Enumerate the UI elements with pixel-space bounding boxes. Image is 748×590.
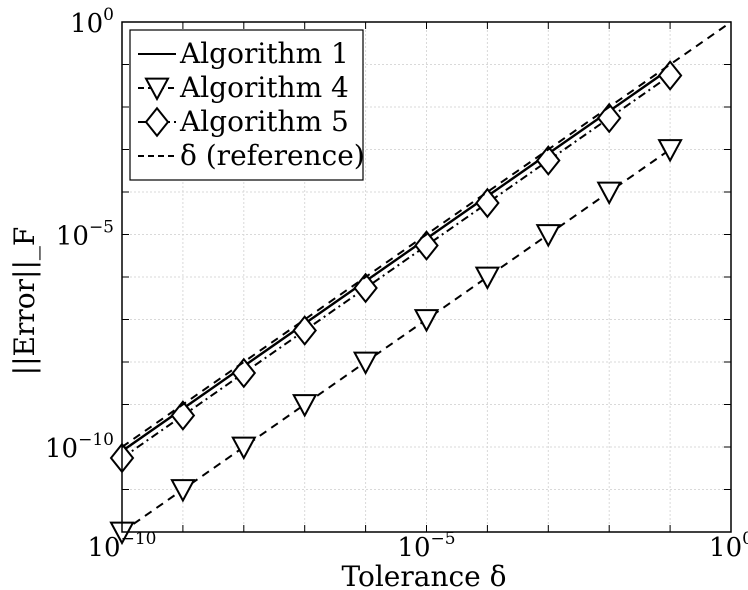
series-layer bbox=[109, 21, 732, 546]
triangle-down-marker bbox=[596, 181, 622, 206]
triangle-down-marker bbox=[657, 139, 683, 163]
series-1 bbox=[121, 67, 671, 453]
legend-label: Algorithm 5 bbox=[179, 105, 349, 138]
axis-ticks: 10−10 10−5 100 10−10 10−5 100 bbox=[45, 5, 748, 563]
series-2 bbox=[109, 139, 683, 546]
series-line bbox=[121, 21, 732, 448]
y-tick-label: 10−10 bbox=[45, 430, 114, 464]
diamond-marker bbox=[596, 102, 622, 134]
diamond-marker bbox=[353, 272, 378, 304]
x-tick-label: 100 bbox=[709, 529, 748, 563]
series-line bbox=[121, 67, 671, 453]
x-axis-label: Tolerance δ bbox=[341, 560, 506, 590]
x-tick-label: 10−5 bbox=[397, 529, 455, 563]
triangle-down-marker bbox=[352, 351, 379, 376]
series-3 bbox=[109, 60, 683, 474]
triangle-down-marker bbox=[413, 309, 440, 333]
diamond-marker bbox=[170, 400, 196, 431]
series-line bbox=[121, 74, 671, 459]
series-4 bbox=[121, 21, 732, 448]
y-axis-label: ||Error||_F bbox=[8, 227, 41, 376]
y-tick-label: 100 bbox=[70, 5, 114, 39]
y-tick-label: 10−5 bbox=[56, 218, 114, 252]
triangle-down-marker bbox=[535, 224, 561, 248]
legend-label: Algorithm 4 bbox=[179, 71, 349, 104]
legend-label: Algorithm 1 bbox=[179, 37, 349, 70]
diamond-marker bbox=[536, 145, 561, 176]
x-tick-label: 10−10 bbox=[88, 529, 157, 563]
triangle-down-marker bbox=[170, 479, 196, 503]
legend-label: δ (reference) bbox=[180, 139, 365, 172]
triangle-down-marker bbox=[292, 394, 318, 418]
legend-triangle-down-marker bbox=[144, 77, 170, 102]
triangle-down-marker bbox=[231, 436, 257, 461]
triangle-down-marker bbox=[474, 266, 501, 291]
legend-diamond-marker bbox=[144, 106, 170, 138]
